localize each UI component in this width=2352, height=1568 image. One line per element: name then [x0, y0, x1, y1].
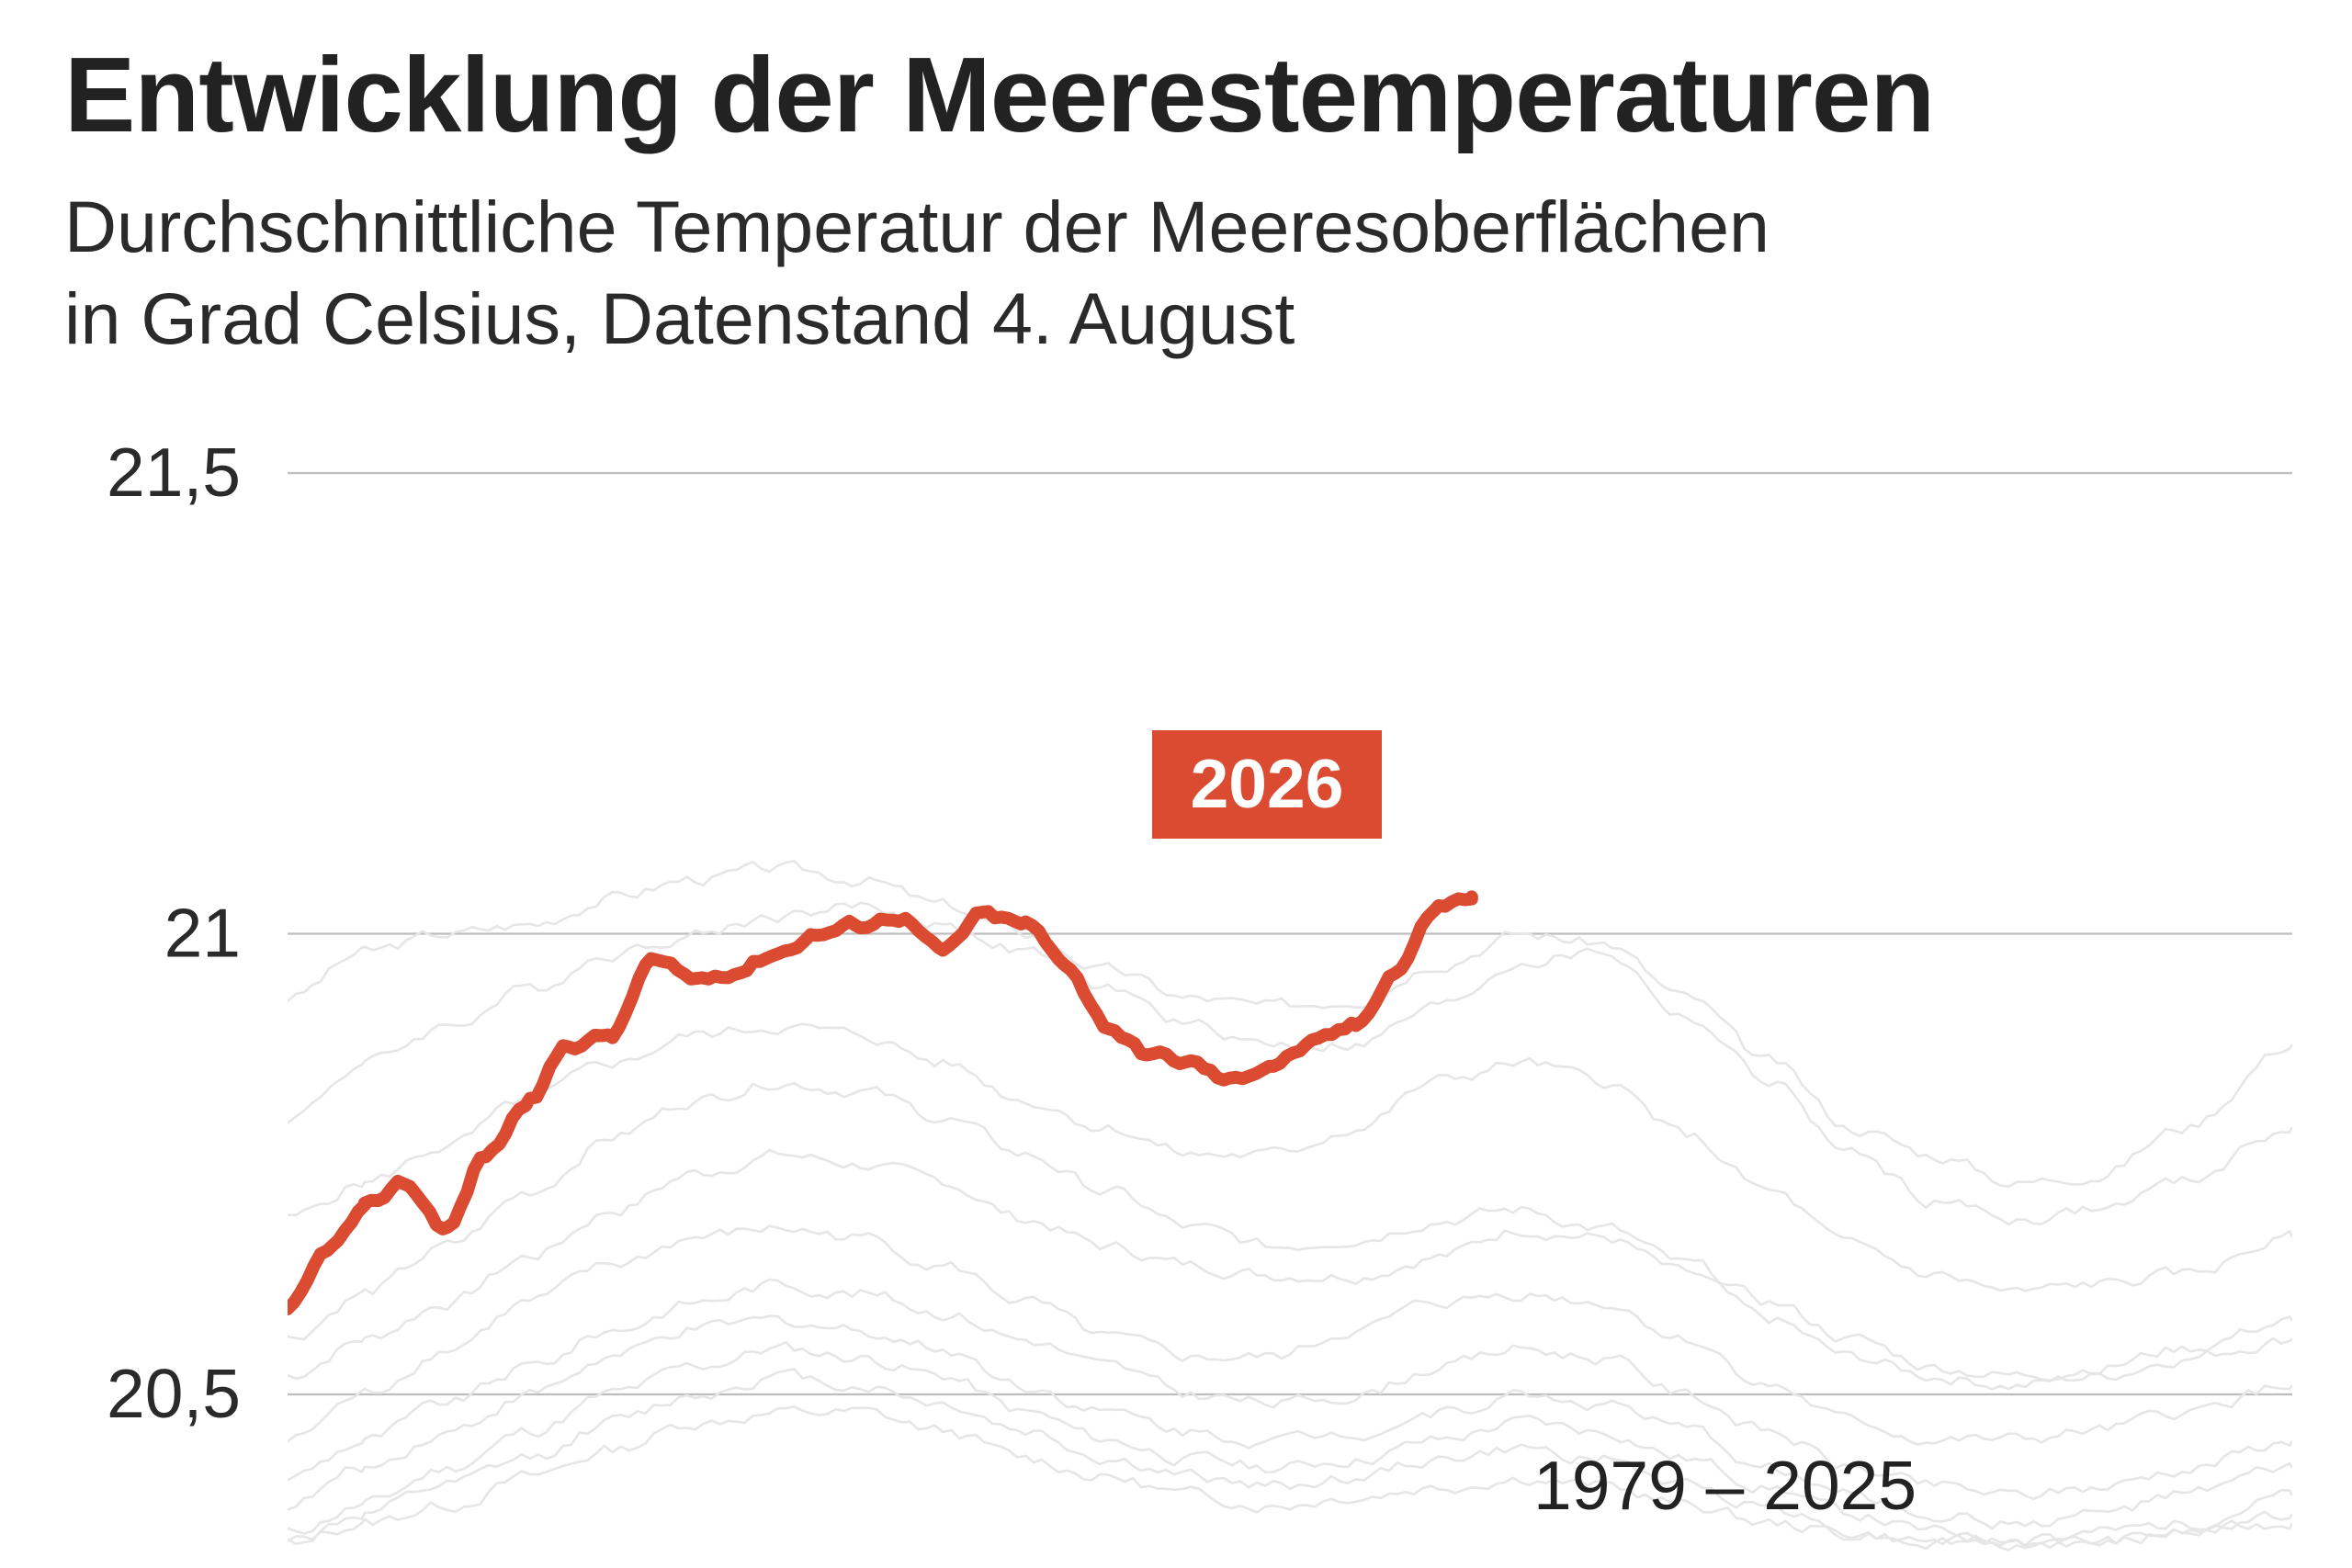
subtitle-line-2: in Grad Celsius, Datenstand 4. August [64, 277, 1295, 359]
history-series-line [288, 1082, 2292, 1382]
history-lines [288, 860, 2292, 1551]
highlight-badge [1152, 730, 1382, 839]
history-series-line [288, 901, 2292, 1226]
gridlines [288, 471, 2292, 1396]
history-series-line [288, 860, 2292, 1189]
subtitle-line-1: Durchschnittliche Temperatur der Meereso… [64, 186, 1770, 267]
y-tick-label: 21,5 [107, 434, 241, 511]
chart-title: Entwicklung der Meerestemperaturen [64, 35, 1935, 154]
history-series-line [288, 1368, 2292, 1551]
highlight-series-line [288, 890, 1478, 1315]
history-series-line [288, 1405, 2292, 1549]
highlight-badge-label: 2026 [1191, 745, 1344, 822]
chart-subtitle: Durchschnittliche Temperatur der Meereso… [64, 181, 1770, 365]
y-tick-label: 20,5 [107, 1355, 241, 1432]
y-tick-label: 21 [164, 895, 241, 972]
history-series-line [288, 1278, 2292, 1501]
history-series-line [288, 1148, 2292, 1391]
history-series-line [288, 1341, 2292, 1551]
annotations: 2026 1979 – 2025 [1152, 730, 1917, 1524]
y-axis-ticks: 20,5 21 21,5 [107, 434, 241, 1432]
highlight-line-group [288, 890, 1478, 1315]
history-series-line [288, 1022, 2292, 1292]
history-series-line [288, 1314, 2292, 1530]
history-range-label: 1979 – 2025 [1533, 1447, 1917, 1524]
history-series-line [288, 1224, 2292, 1446]
